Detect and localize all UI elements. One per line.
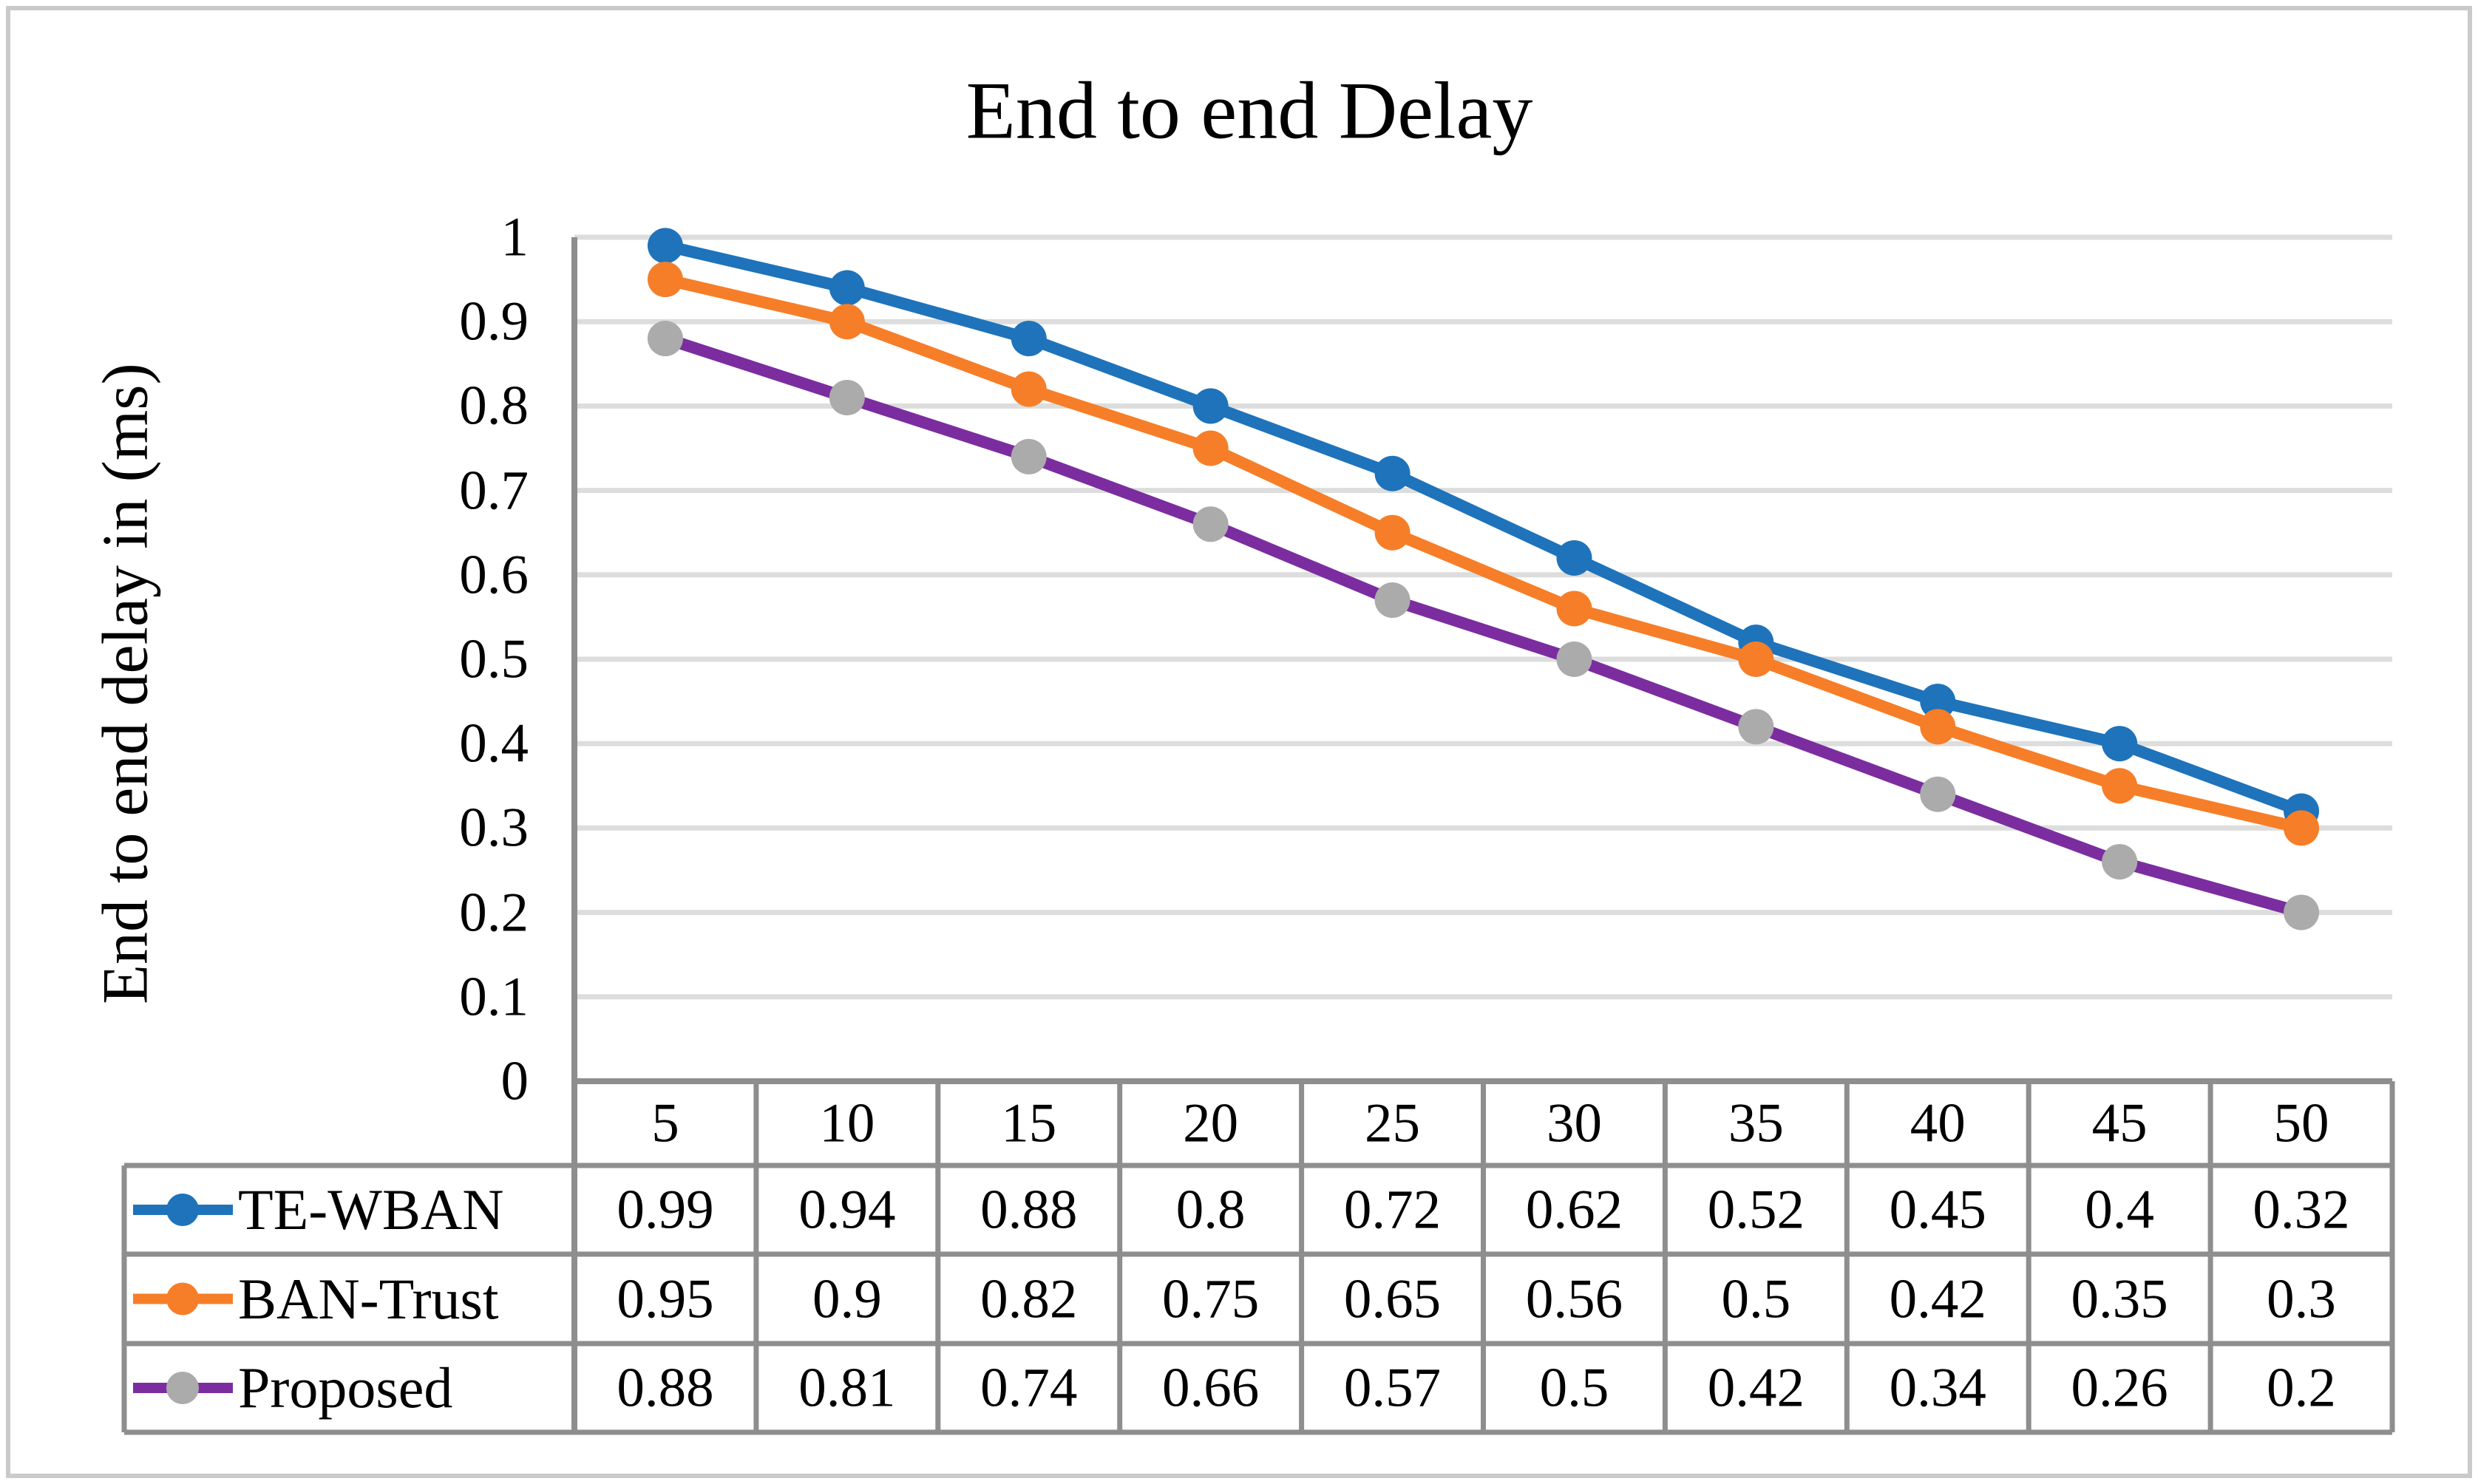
y-tick-label: 0.4	[459, 712, 529, 775]
y-tick-label: 1	[500, 206, 529, 268]
series-line-te-wban	[664, 239, 2304, 817]
series-line-ban-trust	[664, 273, 2303, 834]
data-point-marker-te-wban	[1920, 684, 1956, 720]
table-value-cell: 0.81	[798, 1357, 896, 1419]
series-name-label: TE-WBAN	[238, 1177, 504, 1242]
table-value-cell: 0.62	[1525, 1179, 1623, 1241]
table-value-cell: 0.45	[1889, 1179, 1986, 1241]
table-value-cell: 0.95	[617, 1268, 714, 1330]
data-point-marker-ban-trust	[829, 304, 865, 340]
x-category-cell: 15	[1001, 1092, 1057, 1154]
y-tick-label: 0.5	[459, 628, 529, 690]
data-point-marker-ban-trust	[1738, 641, 1774, 677]
data-point-marker-ban-trust	[1556, 590, 1592, 627]
x-category-cell: 20	[1183, 1092, 1239, 1154]
data-point-marker-proposed	[1192, 506, 1229, 542]
legend-key-marker-te-wban	[166, 1194, 199, 1226]
table-value-cell: 0.42	[1889, 1268, 1986, 1330]
y-tick-label: 0.7	[459, 460, 529, 522]
x-category-cell: 5	[651, 1092, 679, 1154]
data-point-marker-ban-trust	[647, 262, 683, 298]
table-value-cell: 0.35	[2071, 1268, 2168, 1330]
y-tick-label: 0.9	[459, 290, 529, 353]
table-value-cell: 0.88	[617, 1357, 714, 1419]
data-point-marker-proposed	[1920, 776, 1956, 812]
table-value-cell: 0.74	[980, 1357, 1078, 1419]
data-point-marker-proposed	[2102, 844, 2138, 880]
chart-title: End to end Delay	[965, 65, 1533, 156]
table-value-cell: 0.5	[1539, 1357, 1609, 1419]
table-value-cell: 0.65	[1343, 1268, 1442, 1330]
x-category-cell: 30	[1546, 1092, 1602, 1154]
table-value-cell: 0.72	[1343, 1179, 1442, 1241]
data-point-marker-te-wban	[2102, 726, 2138, 762]
table-value-cell: 0.32	[2253, 1179, 2350, 1241]
table-value-cell: 0.88	[980, 1179, 1078, 1241]
x-category-cell: 50	[2273, 1092, 2329, 1154]
data-point-marker-proposed	[2284, 894, 2320, 930]
data-point-marker-proposed	[1738, 709, 1774, 745]
data-point-marker-proposed	[1374, 582, 1411, 619]
table-value-cell: 0.26	[2071, 1357, 2168, 1419]
data-point-marker-te-wban	[829, 270, 865, 306]
data-point-marker-ban-trust	[2284, 810, 2320, 846]
table-value-cell: 0.9	[812, 1268, 882, 1330]
data-point-marker-te-wban	[1011, 321, 1047, 357]
series-name-label: Proposed	[238, 1355, 453, 1420]
data-point-marker-proposed	[647, 321, 683, 357]
table-value-cell: 0.66	[1162, 1357, 1260, 1419]
data-point-marker-te-wban	[1556, 540, 1592, 576]
data-point-marker-ban-trust	[2102, 768, 2138, 804]
data-point-marker-ban-trust	[1011, 371, 1047, 407]
data-point-marker-ban-trust	[1920, 709, 1956, 745]
table-value-cell: 0.2	[2267, 1357, 2336, 1419]
table-value-cell: 0.42	[1707, 1357, 1805, 1419]
table-value-cell: 0.52	[1707, 1179, 1805, 1241]
y-tick-label: 0.3	[459, 797, 529, 859]
table-value-cell: 0.8	[1175, 1179, 1246, 1241]
table-value-cell: 0.82	[980, 1268, 1078, 1330]
table-value-cell: 0.75	[1162, 1268, 1260, 1330]
x-category-cell: 25	[1365, 1092, 1421, 1154]
x-category-cell: 45	[2091, 1092, 2148, 1154]
data-point-marker-ban-trust	[1374, 514, 1411, 551]
legend-key-marker-proposed	[166, 1372, 199, 1404]
data-point-marker-ban-trust	[1192, 430, 1229, 466]
table-value-cell: 0.56	[1525, 1268, 1623, 1330]
table-value-cell: 0.94	[798, 1179, 896, 1241]
series-line-proposed	[663, 333, 2304, 919]
table-value-cell: 0.34	[1889, 1357, 1986, 1419]
y-tick-label: 0.6	[459, 544, 529, 606]
data-point-marker-te-wban	[1374, 455, 1411, 491]
table-value-cell: 0.4	[2085, 1179, 2155, 1241]
table-value-cell: 0.5	[1721, 1268, 1791, 1330]
y-tick-label: 0	[500, 1050, 529, 1112]
data-point-marker-proposed	[1011, 438, 1047, 474]
y-axis-title: End to end delay in (ms)	[89, 363, 162, 1004]
y-tick-label: 0.8	[459, 375, 529, 437]
x-category-cell: 10	[819, 1092, 875, 1154]
data-point-marker-te-wban	[1192, 388, 1229, 424]
x-category-cell: 40	[1910, 1092, 1966, 1154]
data-point-marker-te-wban	[647, 228, 683, 264]
table-value-cell: 0.3	[2267, 1268, 2336, 1330]
series-name-label: BAN-Trust	[238, 1266, 499, 1331]
data-point-marker-proposed	[829, 379, 865, 415]
y-tick-label: 0.1	[459, 966, 529, 1028]
x-category-cell: 35	[1728, 1092, 1784, 1154]
table-value-cell: 0.57	[1343, 1357, 1442, 1419]
y-tick-label: 0.2	[459, 882, 529, 944]
legend-key-marker-ban-trust	[166, 1282, 199, 1315]
data-point-marker-proposed	[1556, 641, 1592, 677]
table-value-cell: 0.99	[617, 1179, 714, 1241]
